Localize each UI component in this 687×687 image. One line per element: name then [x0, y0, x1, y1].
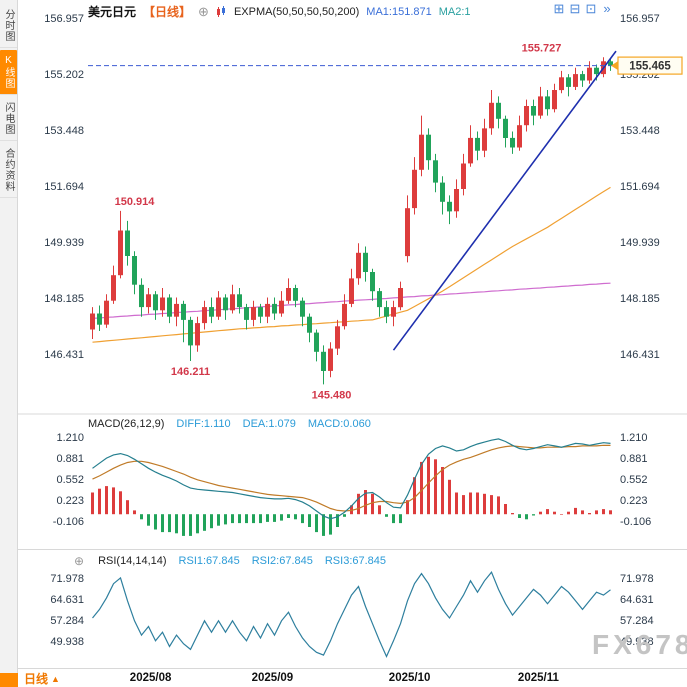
svg-text:71.978: 71.978 [50, 573, 84, 585]
forward-icon[interactable]: » [603, 1, 611, 16]
svg-text:153.448: 153.448 [620, 125, 660, 137]
svg-text:57.284: 57.284 [50, 615, 84, 627]
svg-text:-0.106: -0.106 [620, 516, 651, 528]
macd-diff-value: DIFF:1.110 [176, 418, 231, 430]
rsi-header: ⊕ RSI(14,14,14) RSI1:67.845 RSI2:67.845 … [74, 554, 386, 568]
svg-text:0.881: 0.881 [620, 453, 648, 465]
rsi3-value: RSI3:67.845 [324, 555, 387, 567]
svg-text:64.631: 64.631 [620, 594, 654, 606]
period-label: 【日线】 [143, 5, 192, 19]
svg-text:2025/10: 2025/10 [389, 672, 431, 684]
macd-macd-value: MACD:0.060 [307, 418, 371, 430]
svg-text:49.938: 49.938 [620, 636, 654, 648]
layout-toolbar: ⊞ ⊟ ⊡ » [552, 2, 614, 16]
rsi-expand-icon[interactable]: ⊕ [74, 554, 85, 568]
expma-label[interactable]: EXPMA(50,50,50,50,200) [233, 5, 360, 18]
svg-text:149.939: 149.939 [44, 237, 84, 249]
svg-text:64.631: 64.631 [50, 594, 84, 606]
macd-dea-value: DEA:1.079 [242, 418, 296, 430]
svg-text:153.448: 153.448 [44, 125, 84, 137]
layout-single-icon[interactable]: ⊡ [585, 1, 597, 16]
svg-text:151.694: 151.694 [44, 181, 84, 193]
symbol-title: 美元日元 [88, 5, 137, 19]
svg-text:146.211: 146.211 [171, 366, 210, 378]
macd-name[interactable]: MACD(26,12,9) [88, 418, 165, 430]
svg-text:1.210: 1.210 [56, 432, 84, 444]
sidebar-tab-time-chart[interactable]: 分时图 [0, 4, 17, 48]
rsi2-value: RSI2:67.845 [251, 555, 313, 567]
svg-text:0.223: 0.223 [620, 495, 648, 507]
sidebar-footer-block [0, 673, 18, 687]
svg-text:0.552: 0.552 [620, 474, 648, 486]
svg-text:71.978: 71.978 [620, 573, 654, 585]
svg-text:146.431: 146.431 [620, 349, 660, 361]
svg-text:155.727: 155.727 [522, 42, 562, 54]
layout-split-icon[interactable]: ⊟ [569, 1, 581, 16]
layout-grid-icon[interactable]: ⊞ [553, 1, 565, 16]
svg-text:-0.106: -0.106 [53, 516, 84, 528]
svg-text:151.694: 151.694 [620, 181, 660, 193]
svg-text:148.185: 148.185 [620, 293, 660, 305]
svg-text:150.914: 150.914 [115, 196, 156, 208]
svg-text:155.202: 155.202 [44, 69, 84, 81]
rsi-name[interactable]: RSI(14,14,14) [98, 555, 167, 567]
add-indicator-icon[interactable]: ⊕ [198, 3, 209, 19]
candlestick-icon [216, 5, 227, 18]
chart-header: 美元日元 【日线】 ⊕ EXPMA(50,50,50,50,200) MA1:1… [88, 3, 471, 20]
svg-text:49.938: 49.938 [50, 636, 84, 648]
svg-text:155.465: 155.465 [629, 61, 671, 73]
sidebar-tab-lightning-chart[interactable]: 闪电图 [0, 97, 17, 141]
ma1-value: MA1:151.871 [366, 5, 432, 18]
svg-text:148.185: 148.185 [44, 293, 84, 305]
svg-text:0.552: 0.552 [56, 474, 84, 486]
svg-text:2025/11: 2025/11 [518, 672, 560, 684]
svg-text:145.480: 145.480 [312, 389, 352, 401]
svg-text:0.881: 0.881 [56, 453, 84, 465]
svg-text:2025/09: 2025/09 [252, 672, 294, 684]
macd-header: MACD(26,12,9) DIFF:1.110 DEA:1.079 MACD:… [88, 418, 371, 430]
svg-text:2025/08: 2025/08 [130, 672, 172, 684]
svg-text:1.210: 1.210 [620, 432, 648, 444]
sidebar-tab-kline-chart[interactable]: K线图 [0, 50, 17, 95]
sidebar-tab-contract-info[interactable]: 合约资料 [0, 143, 17, 198]
svg-text:156.957: 156.957 [44, 13, 84, 25]
svg-text:0.223: 0.223 [56, 495, 84, 507]
period-selector[interactable]: 日线 ▲ [24, 670, 60, 687]
svg-text:146.431: 146.431 [44, 349, 84, 361]
svg-text:156.957: 156.957 [620, 13, 660, 25]
svg-text:57.284: 57.284 [620, 615, 654, 627]
rsi1-value: RSI1:67.845 [178, 555, 240, 567]
chevron-up-icon: ▲ [51, 673, 60, 684]
ma2-value: MA2:1 [438, 5, 471, 18]
svg-text:149.939: 149.939 [620, 237, 660, 249]
sidebar: 分时图 K线图 闪电图 合约资料 [0, 0, 18, 687]
period-selector-label: 日线 [24, 672, 49, 686]
